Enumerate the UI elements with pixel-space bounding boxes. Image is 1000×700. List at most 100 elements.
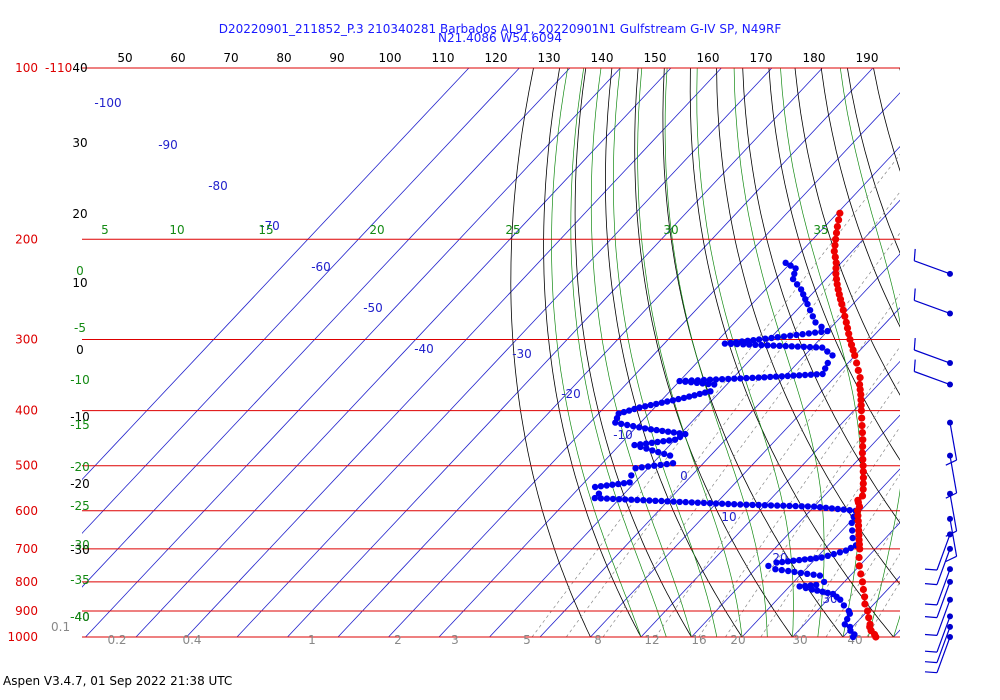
dewpoint-profile-point [653, 426, 660, 434]
mixing-ratio-line [925, 68, 1000, 637]
moist-adiabat-line [551, 67, 642, 638]
dewpoint-profile-point [767, 502, 775, 509]
isotherm-label: -10 [613, 428, 633, 442]
dewpoint-profile-point [615, 496, 623, 503]
wind-barb-staff [936, 581, 951, 618]
temperature-profile-point [831, 241, 839, 249]
dewpoint-profile-point [845, 607, 852, 615]
top-axis-label: 160 [697, 51, 720, 65]
temperature-profile-point [859, 585, 868, 594]
left-axis-label: -30 [70, 543, 90, 557]
wind-barb-base [947, 623, 953, 630]
dry-adiabat-label: -30 [70, 538, 90, 552]
dewpoint-profile-point [647, 401, 654, 409]
wind-barb-base [947, 545, 953, 552]
dry-adiabat-line [768, 67, 900, 461]
dewpoint-profile-point [834, 505, 841, 513]
temperature-profile-point [841, 312, 849, 320]
isotherm-label: -20 [561, 387, 581, 401]
dewpoint-profile-point [669, 397, 677, 404]
temperature-profile-point [859, 479, 867, 488]
isotherm-label: 0 [680, 469, 688, 483]
moist-adiabat-label: 35 [813, 223, 828, 237]
wind-barb-staff [936, 568, 951, 606]
dewpoint-profile-point [804, 503, 812, 510]
moist-adiabat-line [944, 68, 1000, 637]
dewpoint-profile-point [818, 323, 825, 330]
dewpoint-profile-point [664, 398, 671, 405]
isotherm-line [792, 522, 900, 638]
temperature-profile-point [845, 330, 853, 338]
wind-barb-base [947, 419, 953, 426]
mixing-ratio-label: 20 [730, 633, 745, 647]
dewpoint-profile-point [701, 389, 709, 396]
dewpoint-profile-point [772, 566, 779, 573]
wind-barb [924, 566, 953, 606]
left-axis-label: 0 [76, 343, 84, 357]
moist-adiabat-label: 5 [101, 223, 109, 237]
dewpoint-profile-point [798, 503, 805, 510]
temperature-profile-point [857, 396, 865, 404]
top-axis-label: 110 [432, 51, 455, 65]
dewpoint-profile-point [813, 371, 820, 378]
moist-adiabat-label: 15 [258, 223, 273, 237]
wind-barb-flag [924, 568, 938, 571]
dewpoint-profile-point [818, 328, 825, 336]
wind-barb-staff [949, 493, 958, 532]
temperature-profile-point [859, 442, 867, 450]
dewpoint-profile-point [615, 410, 622, 417]
wind-barb [924, 596, 953, 636]
dewpoint-profile-point [694, 499, 701, 506]
temperature-profile-point [843, 324, 852, 332]
dewpoint-profile-point [658, 497, 665, 505]
profiles [591, 209, 880, 641]
dewpoint-profile-point [682, 498, 689, 506]
dewpoint-profile-point [749, 374, 756, 381]
top-axis-label: 90 [329, 51, 344, 65]
dewpoint-profile-point [819, 588, 826, 595]
wind-barb-staff [949, 518, 958, 557]
dewpoint-profile-point [851, 631, 858, 638]
dewpoint-profile-point [694, 377, 701, 384]
dewpoint-profile-point [664, 498, 671, 505]
wind-barb-staff [936, 616, 951, 653]
dewpoint-profile-point [782, 342, 789, 350]
dewpoint-profile-point [755, 501, 762, 509]
left-axis-label: 30 [72, 136, 87, 150]
dewpoint-profile-point [820, 578, 828, 586]
dewpoint-profile-point [797, 286, 805, 293]
dewpoint-profile-point [774, 502, 781, 509]
dewpoint-profile-point [642, 440, 650, 447]
dewpoint-profile-point [718, 500, 726, 507]
isotherm-label: -40 [414, 342, 434, 356]
left-axis-label: 20 [72, 207, 87, 221]
dewpoint-profile-point [651, 462, 658, 469]
wind-barb-base [947, 566, 953, 573]
temperature-profile-point [859, 485, 867, 493]
dewpoint-profile-point [644, 463, 652, 470]
dewpoint-profile-point [791, 270, 798, 277]
dewpoint-profile-point [631, 405, 638, 413]
footer-version: Aspen V3.4.7, 01 Sep 2022 21:38 UTC [3, 674, 233, 688]
temperature-profile-point [861, 600, 869, 608]
dry-adiabat-line [634, 67, 793, 638]
top-axis-label: 140 [591, 51, 614, 65]
dewpoint-profile-point [648, 439, 656, 446]
temperature-profile-point [854, 366, 862, 374]
dewpoint-profile-point [801, 582, 809, 590]
dewpoint-profile-point [799, 331, 806, 338]
dewpoint-profile-point [655, 448, 662, 456]
dewpoint-profile-point [659, 427, 666, 435]
dewpoint-profile-point [630, 422, 637, 430]
temperature-profile-point [866, 620, 874, 628]
mixing-ratio-line [698, 346, 900, 638]
temperature-profile-point [858, 422, 866, 430]
left-axis-label: -10 [70, 410, 90, 424]
wind-barb [913, 248, 953, 277]
dewpoint-profile-point [615, 480, 622, 488]
dewpoint-profile-point [688, 377, 695, 384]
wind-barb-base [947, 270, 953, 277]
wind-barb-staff [936, 626, 951, 663]
temperature-profile-point [854, 496, 862, 504]
